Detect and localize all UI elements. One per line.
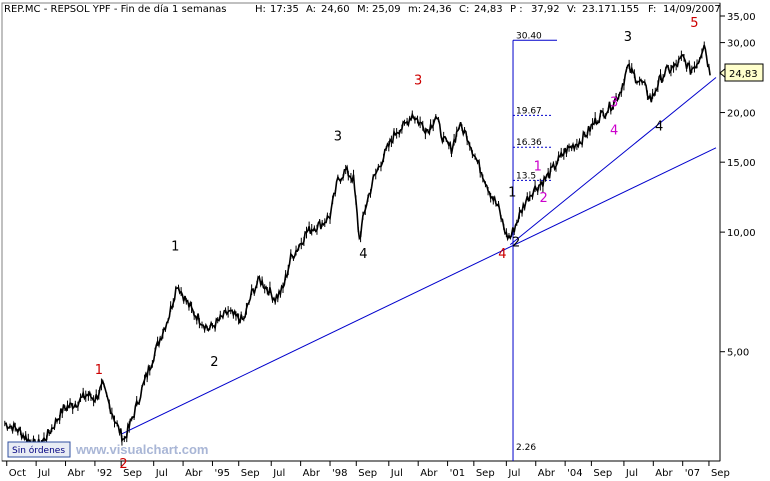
price-series bbox=[4, 41, 711, 454]
wave-label: 2 bbox=[539, 191, 547, 206]
y-tick-label: 35,00 bbox=[727, 12, 756, 23]
y-tick-label: 10,00 bbox=[727, 228, 756, 239]
x-tick-label: Sep bbox=[358, 468, 377, 479]
wave-label: 4 bbox=[610, 124, 618, 139]
x-tick-label: Sep bbox=[241, 468, 260, 479]
header-field-value: 23.171.155 bbox=[582, 4, 639, 15]
x-tick-label: '04 bbox=[567, 468, 582, 479]
y-tick-label: 15,00 bbox=[727, 158, 756, 169]
wave-label: 1 bbox=[171, 239, 179, 254]
fib-level-label: 30.40 bbox=[516, 31, 542, 41]
wave-labels: 1 2 1 2 3 4 3 4 1 2 1 2 3 4 3 4 5 bbox=[95, 16, 699, 472]
x-tick-label: Abr bbox=[303, 468, 321, 479]
price-line bbox=[4, 44, 711, 450]
wave-label: 1 bbox=[534, 159, 542, 174]
last-price-box bbox=[724, 63, 764, 82]
x-tick-label: Jul bbox=[155, 468, 168, 479]
header-field-key: H: bbox=[255, 4, 266, 15]
x-tick-label: Jul bbox=[272, 468, 285, 479]
wave-label: 3 bbox=[624, 30, 632, 45]
orders-button-box[interactable] bbox=[7, 441, 71, 458]
header-bar: REP.MC - REPSOL YPF - Fin de día 1 seman… bbox=[4, 3, 721, 15]
wave-label: 2 bbox=[210, 355, 218, 370]
x-tick-label: Abr bbox=[420, 468, 438, 479]
x-tick-label: '07 bbox=[685, 468, 700, 479]
x-tick-label: Oct bbox=[9, 468, 26, 479]
fib-level-label: 19.67 bbox=[516, 106, 542, 116]
wave-label: 3 bbox=[610, 96, 618, 111]
x-tick-label: Jul bbox=[625, 468, 638, 479]
y-tick-label: 30,00 bbox=[727, 39, 756, 50]
header-field-value: 24,60 bbox=[321, 4, 350, 15]
x-tick-label: Abr bbox=[538, 468, 556, 479]
x-tick-label: Jul bbox=[390, 468, 403, 479]
x-tick-label: '92 bbox=[97, 468, 112, 479]
header-field-value: 17:35 bbox=[270, 4, 299, 15]
trendline bbox=[120, 147, 717, 435]
x-tick-label: '01 bbox=[450, 468, 465, 479]
x-tick-label: Abr bbox=[655, 468, 673, 479]
x-axis: Oct Jul Abr '92 Sep Jul Abr '95 Sep Jul Abr '98 Sep J… bbox=[6, 461, 730, 479]
header-field-key: P : bbox=[510, 4, 523, 15]
wave-label: 4 bbox=[498, 247, 506, 262]
x-tick-label: Abr bbox=[68, 468, 86, 479]
orders-button[interactable]: Sin órdenes bbox=[7, 441, 71, 458]
header-field-value: 24,36 bbox=[423, 4, 452, 15]
wave-label: 5 bbox=[690, 16, 698, 31]
trendline bbox=[509, 77, 717, 246]
x-tick-label: Abr bbox=[185, 468, 203, 479]
wave-label: 2 bbox=[119, 457, 127, 472]
header-field-value: 24,83 bbox=[474, 4, 503, 15]
x-tick-label: Jul bbox=[507, 468, 520, 479]
x-tick-label: Sep bbox=[711, 468, 730, 479]
wave-label: 3 bbox=[414, 74, 422, 89]
header-field-key: A: bbox=[306, 4, 316, 15]
header-field-value: 25,09 bbox=[372, 4, 401, 15]
header-field-key: C: bbox=[459, 4, 469, 15]
fibonacci-levels: 30.40 19.67 16.36 13.5 2.26 bbox=[512, 31, 558, 461]
wave-label: 4 bbox=[655, 120, 663, 135]
wave-label: 3 bbox=[334, 130, 342, 145]
header-symbol: REP.MC - REPSOL YPF - Fin de día 1 seman… bbox=[4, 3, 227, 15]
header-field-value: 37,92 bbox=[531, 4, 560, 15]
header-field-value: 14/09/2007 bbox=[663, 4, 721, 15]
header-field-key: M: bbox=[357, 4, 369, 15]
fib-level-label: 16.36 bbox=[516, 138, 542, 148]
wave-label: 1 bbox=[95, 363, 103, 378]
y-tick-label: 20,00 bbox=[727, 109, 756, 120]
header-field-key: F: bbox=[648, 4, 656, 15]
wave-label: 4 bbox=[359, 247, 367, 262]
y-tick-label: 5,00 bbox=[727, 348, 749, 359]
wave-label: 1 bbox=[508, 185, 516, 200]
header-field-key: m: bbox=[408, 4, 421, 15]
header-fields: H: 17:35 A: 24,60 M: 25,09 m: 24,36 C: 24,83 P : 37… bbox=[255, 4, 721, 15]
x-tick-label: Sep bbox=[593, 468, 612, 479]
fib-level-label: 2.26 bbox=[516, 443, 536, 453]
x-tick-label: '95 bbox=[214, 468, 229, 479]
trendlines[interactable] bbox=[120, 77, 717, 435]
x-tick-label: '98 bbox=[332, 468, 347, 479]
last-price-label: 24,83 bbox=[729, 69, 758, 80]
x-tick-label: Sep bbox=[123, 468, 142, 479]
fib-level-label: 13.5 bbox=[516, 171, 536, 181]
x-tick-label: Sep bbox=[476, 468, 495, 479]
header-field-key: V: bbox=[567, 4, 576, 15]
watermark: www.visualchart.com bbox=[75, 442, 208, 457]
x-tick-label: Jul bbox=[37, 468, 50, 479]
wave-label: 2 bbox=[512, 236, 520, 251]
last-price-marker: 24,83 bbox=[719, 63, 764, 82]
orders-button-label[interactable]: Sin órdenes bbox=[12, 445, 65, 456]
